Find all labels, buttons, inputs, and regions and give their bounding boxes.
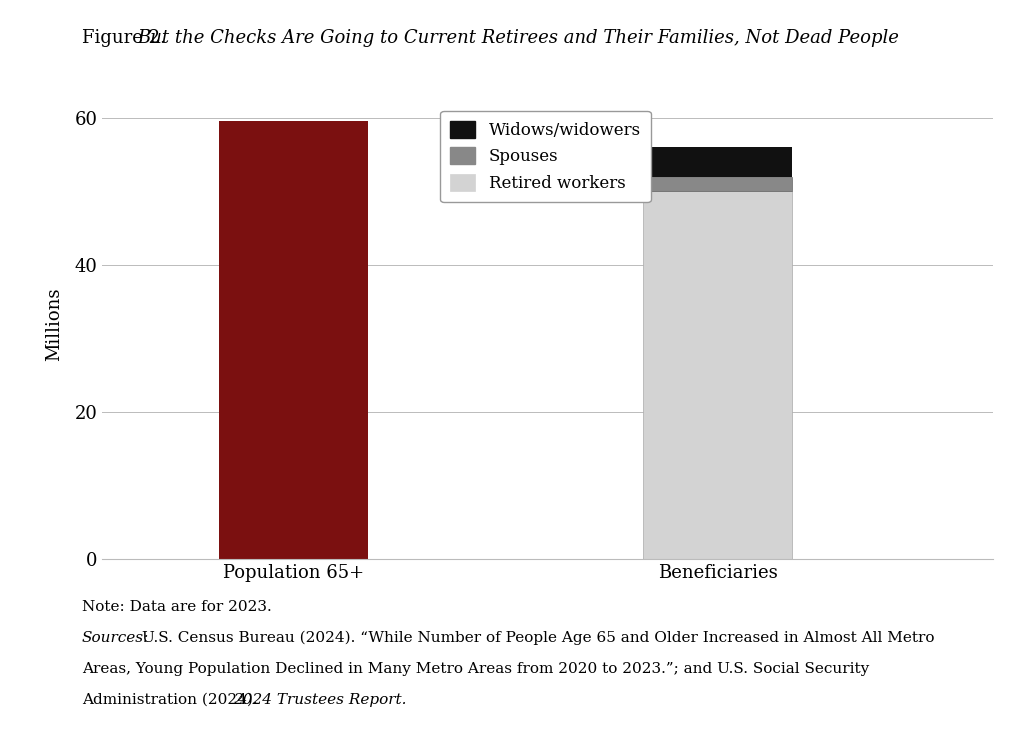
Bar — [643, 191, 792, 559]
Text: Note: Data are for 2023.: Note: Data are for 2023. — [82, 600, 271, 614]
Text: Administration (2024).: Administration (2024). — [82, 693, 262, 707]
Text: 2024 Trustees Report.: 2024 Trustees Report. — [233, 693, 407, 707]
Text: Sources:: Sources: — [82, 631, 150, 645]
Text: U.S. Census Bureau (2024). “While Number of People Age 65 and Older Increased in: U.S. Census Bureau (2024). “While Number… — [142, 631, 935, 645]
Text: Areas, Young Population Declined in Many Metro Areas from 2020 to 2023.”; and U.: Areas, Young Population Declined in Many… — [82, 662, 869, 676]
Bar — [643, 177, 792, 191]
Text: But the Checks Are Going to Current Retirees and Their Families, Not Dead People: But the Checks Are Going to Current Reti… — [137, 29, 899, 47]
Text: Figure 2.: Figure 2. — [82, 29, 172, 47]
Bar — [219, 121, 368, 559]
Bar — [643, 147, 792, 177]
Y-axis label: Millions: Millions — [45, 287, 63, 361]
Legend: Widows/widowers, Spouses, Retired workers: Widows/widowers, Spouses, Retired worker… — [440, 111, 651, 202]
